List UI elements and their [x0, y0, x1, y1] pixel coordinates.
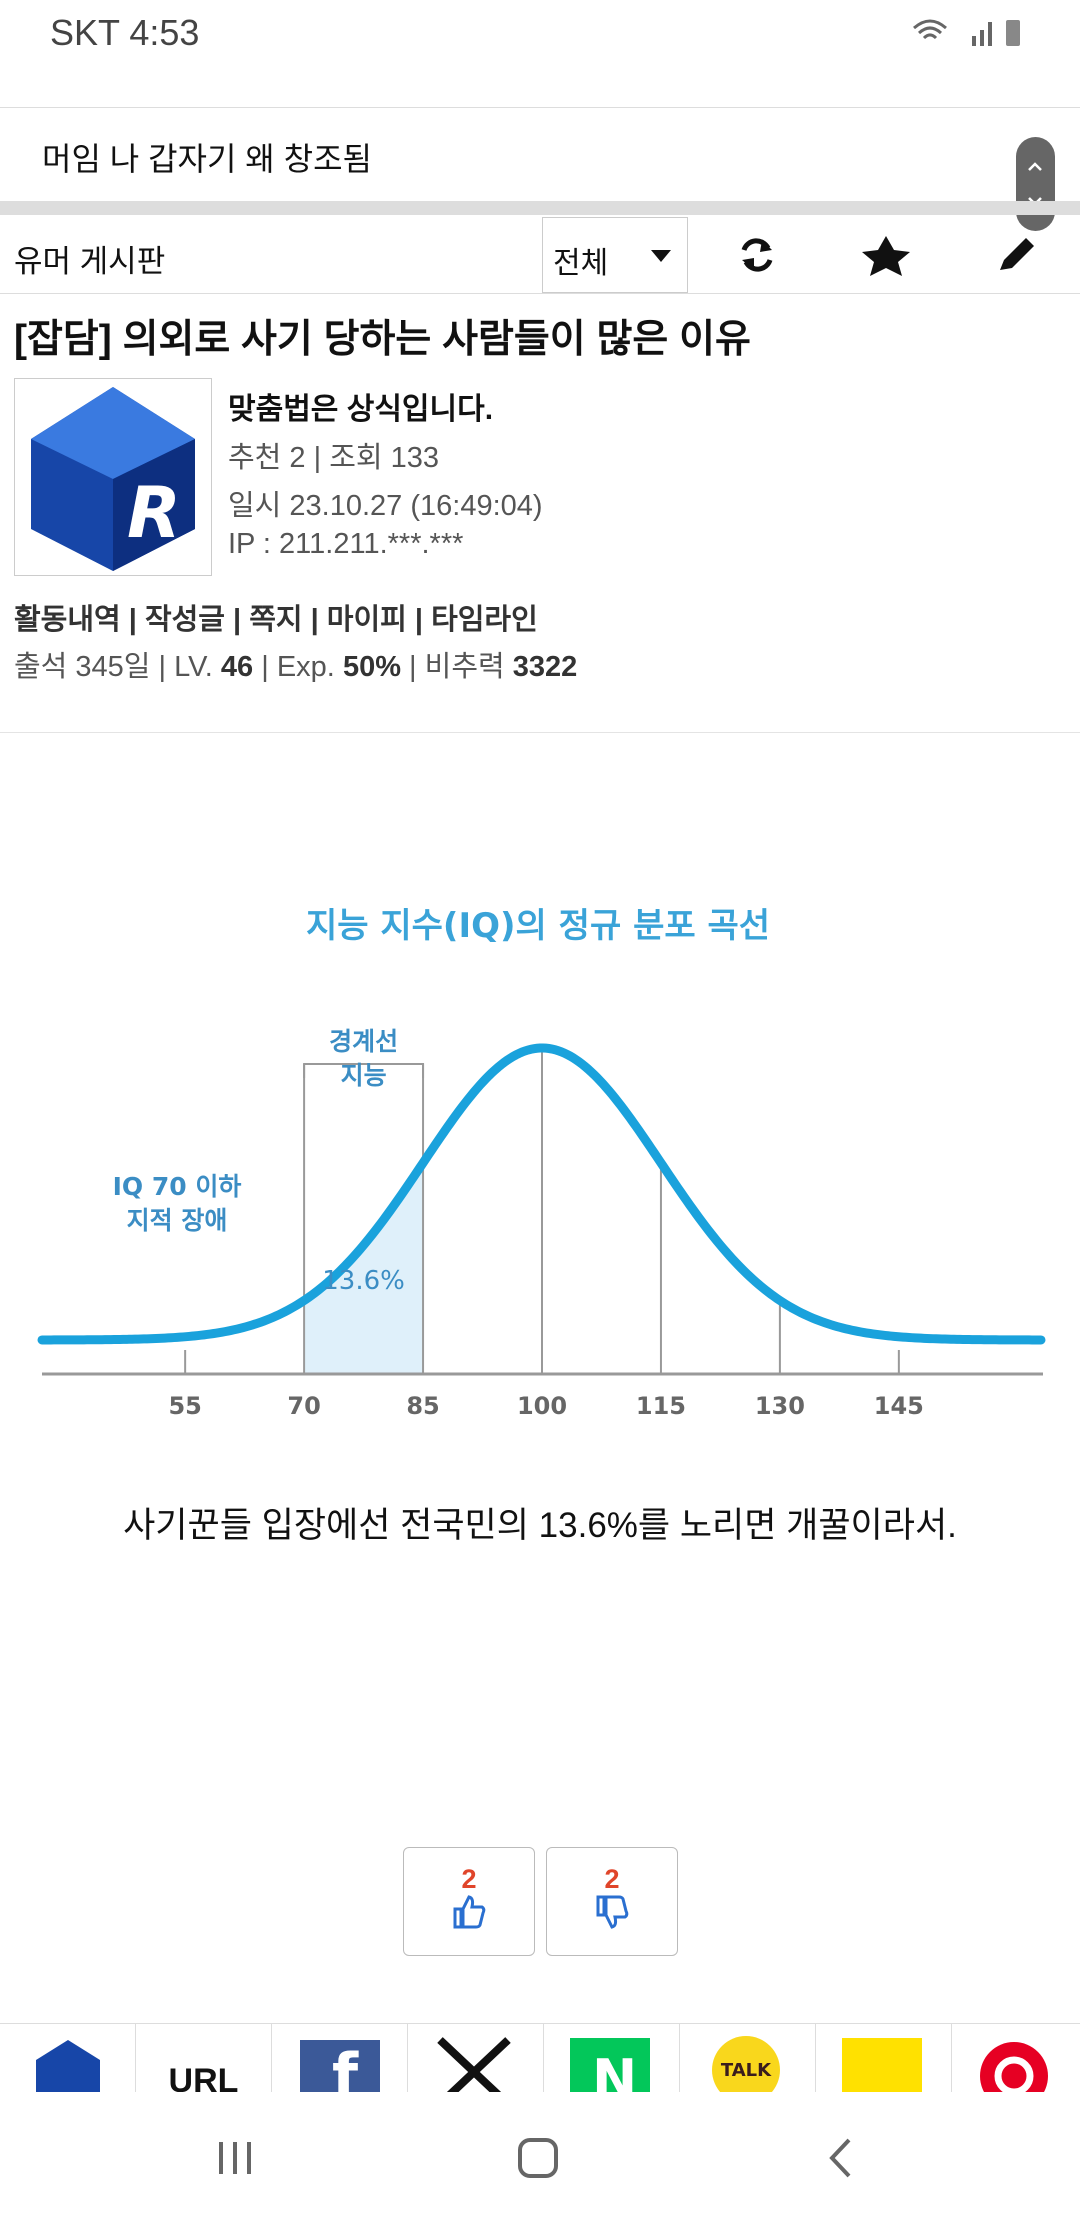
bracket: [303, 1063, 425, 1078]
stat: LV.: [174, 651, 213, 683]
downvote-count: 2: [604, 1864, 620, 1894]
divider: [0, 2023, 1080, 2024]
share-story[interactable]: [816, 2024, 952, 2092]
divider: [0, 732, 1080, 733]
downvote-button[interactable]: 2: [546, 1847, 678, 1956]
divider: [0, 107, 1080, 108]
scroll-button[interactable]: [1016, 137, 1055, 231]
divider: [0, 293, 1080, 294]
share-naver[interactable]: N: [544, 2024, 680, 2092]
svg-text:R: R: [127, 472, 181, 554]
stat: 50%: [342, 651, 401, 683]
figure-title: 지능 지수(IQ)의 정규 분포 곡선: [306, 906, 770, 946]
tick-label: 130: [755, 1392, 805, 1420]
figure-label: 지적 장애: [127, 1206, 228, 1235]
curve: [37, 1043, 1046, 1345]
board-name[interactable]: 유머 게시판: [14, 244, 166, 279]
upvote-count: 2: [461, 1864, 477, 1894]
post-caption: 사기꾼들 입장에선 전국민의 13.6%를 노리면 개꿀이라서.: [123, 1506, 957, 1545]
separator: [0, 201, 1080, 215]
stat: | 비추력: [409, 651, 505, 683]
stat: 3322: [512, 651, 578, 683]
stat: 46: [220, 651, 254, 683]
filter-value: 전체: [553, 247, 609, 280]
nav-bar: [0, 2092, 1080, 2220]
share-facebook[interactable]: f: [272, 2024, 408, 2092]
share-pinterest[interactable]: [952, 2024, 1080, 2092]
iq-figure: 지능 지수(IQ)의 정규 분포 곡선 55 70 85 100 115 130 145 경계…: [37, 906, 1046, 1420]
post-counts: 추천 2 | 조회 133: [228, 442, 439, 474]
nav-recents[interactable]: [219, 2142, 251, 2174]
stat: 출석 345일 |: [14, 651, 175, 683]
filter-select[interactable]: 전체: [542, 217, 688, 293]
share-x[interactable]: [408, 2024, 544, 2092]
toolbar-icons[interactable]: [736, 234, 1036, 276]
figure-label: 경계선: [329, 1027, 398, 1056]
post-title: [잡담] 의외로 사기 당하는 사람들이 많은 이유: [14, 318, 751, 361]
kakao-label: TALK: [721, 2060, 772, 2081]
upvote-button[interactable]: 2: [403, 1847, 535, 1956]
share-url[interactable]: URL: [136, 2024, 272, 2092]
user-stats: 출석 345일 | LV. 46 | Exp. 50% | 비추력 3322: [14, 643, 577, 685]
post-ip: IP : 211.211.***.***: [228, 528, 464, 560]
svg-text:N: N: [592, 2048, 637, 2092]
prev-post-link[interactable]: 머임 나 갑자기 왜 창조됨: [42, 141, 372, 177]
tick-label: 100: [517, 1392, 567, 1420]
share-url-label: URL: [168, 2062, 239, 2092]
share-site[interactable]: [0, 2024, 136, 2092]
post-date: 일시 23.10.27 (16:49:04): [228, 490, 543, 522]
status-icons: [913, 19, 1020, 46]
stat: | Exp.: [261, 651, 335, 683]
figure-label: 지능: [341, 1061, 387, 1090]
svg-text:f: f: [332, 2041, 359, 2092]
shaded-label: 13.6%: [322, 1266, 405, 1296]
tick-label: 145: [874, 1392, 924, 1420]
tick-label: 70: [287, 1392, 320, 1420]
user-links[interactable]: 활동내역 | 작성글 | 쪽지 | 마이피 | 타임라인: [14, 604, 538, 636]
tick-label: 85: [406, 1392, 439, 1420]
nav-home[interactable]: [518, 2138, 558, 2178]
avatar: R: [14, 378, 212, 576]
figure-label: IQ 70 이하: [113, 1172, 242, 1201]
status-time: SKT 4:53: [50, 12, 200, 53]
nav-back[interactable]: [829, 2138, 851, 2178]
tick-label: 115: [636, 1392, 686, 1420]
share-kakao[interactable]: TALK: [680, 2024, 816, 2092]
author-name[interactable]: 맞춤법은 상식입니다.: [228, 393, 494, 426]
tick-label: 55: [168, 1392, 201, 1420]
shaded-area: [304, 1162, 424, 1374]
